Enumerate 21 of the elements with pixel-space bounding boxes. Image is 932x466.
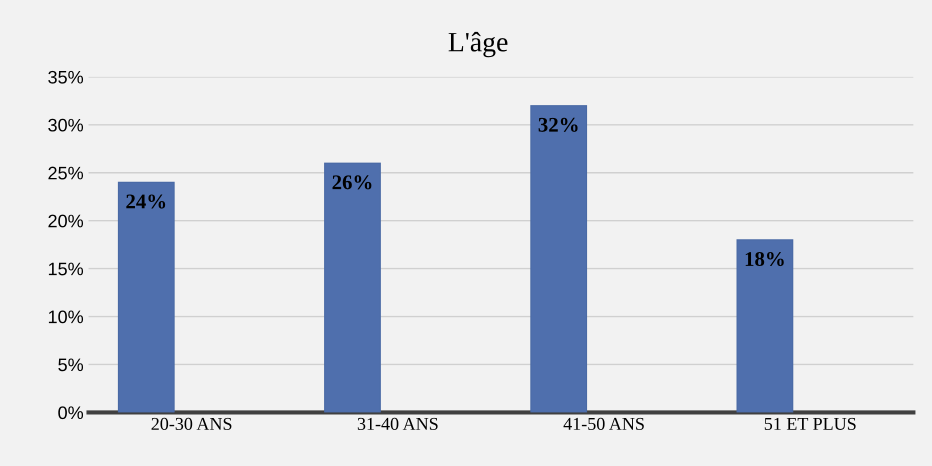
y-tick-label: 15%: [48, 262, 84, 276]
y-tick-label: 20%: [48, 214, 84, 228]
data-label: 24%: [126, 194, 166, 209]
bar: [118, 182, 175, 412]
y-tick-label: 25%: [48, 166, 84, 180]
data-label: 18%: [746, 252, 784, 266]
data-label: 32%: [538, 118, 578, 132]
x-tick-label: 51 ET PLUS: [764, 418, 856, 430]
y-tick-label: 30%: [48, 118, 84, 132]
x-tick-label: 41-50 ANS: [564, 418, 644, 430]
y-tick-label: 10%: [48, 310, 84, 324]
data-label: 26%: [332, 175, 372, 190]
bar: [736, 239, 794, 412]
bar: [324, 162, 381, 412]
y-tick-label: 0%: [58, 406, 84, 420]
x-tick-label: 20-30 ANS: [152, 418, 232, 430]
chart-title: L'âge: [448, 32, 508, 58]
y-tick-label: 5%: [58, 358, 84, 372]
bar: [530, 105, 588, 412]
x-tick-label: 31-40 ANS: [358, 418, 438, 430]
y-tick-label: 35%: [48, 70, 84, 84]
